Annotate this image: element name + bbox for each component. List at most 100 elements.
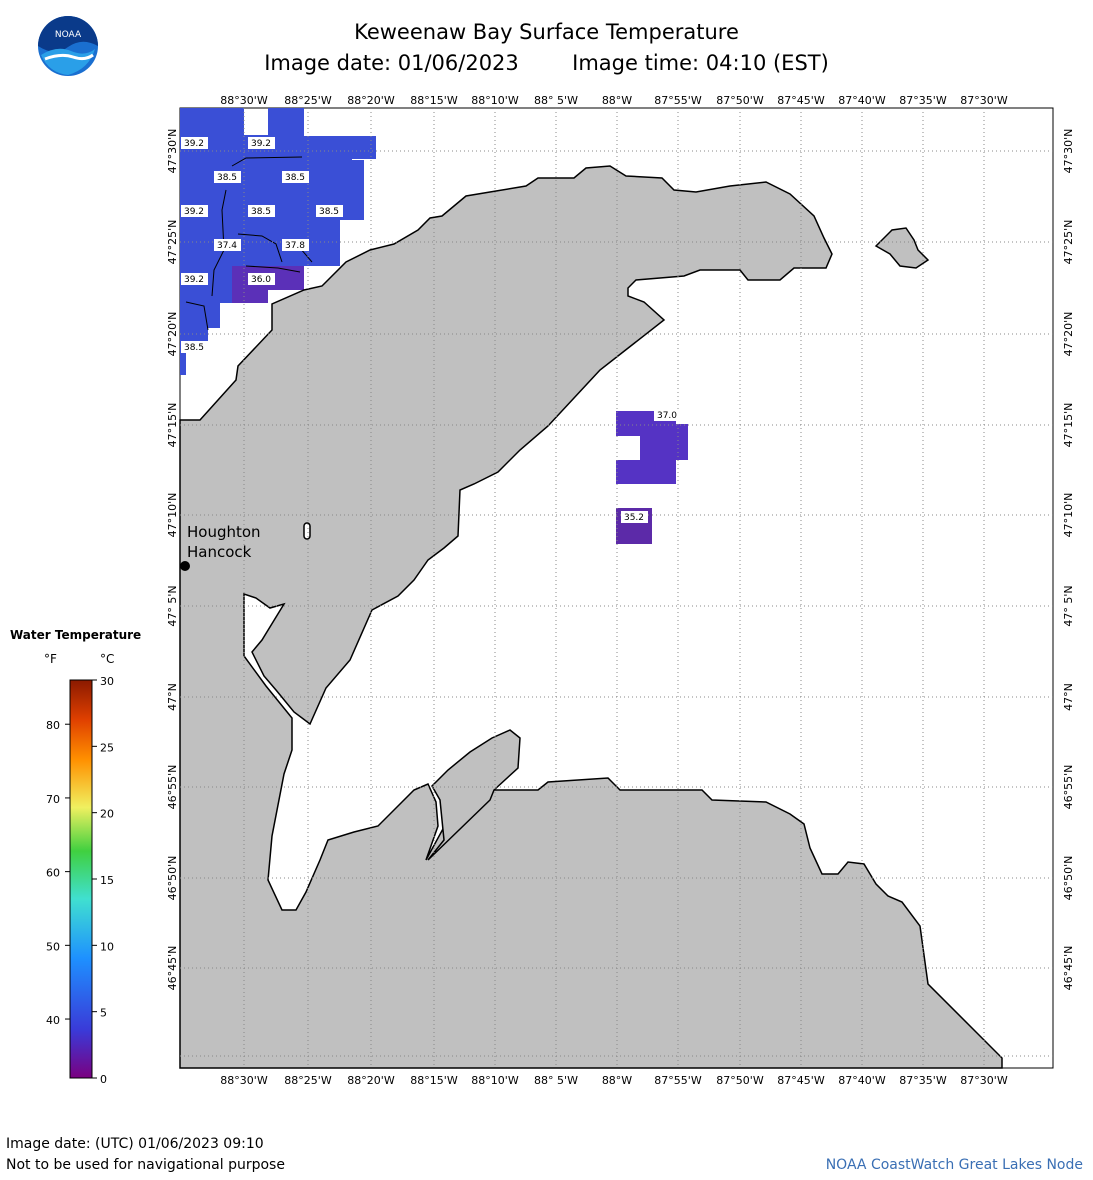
longitude-label: 88°15'W [410, 94, 458, 107]
temp-label: 39.2 [248, 137, 275, 149]
longitude-label: 87°50'W [716, 94, 764, 107]
latitude-labels-right: 47°30'N 47°25'N 47°20'N 47°15'N 47°10'N 47° 5… [1062, 129, 1075, 991]
temp-label: 37.4 [214, 239, 241, 251]
footer-credit: NOAA CoastWatch Great Lakes Node [825, 1157, 1083, 1173]
longitude-label: 87°45'W [777, 94, 825, 107]
latitude-label: 47°20'N [1062, 312, 1075, 357]
longitude-label: 88°15'W [410, 1074, 458, 1087]
longitude-label: 87°45'W [777, 1074, 825, 1087]
fahrenheit-tick-label: 70 [46, 793, 60, 806]
longitude-label: 87°35'W [899, 1074, 947, 1087]
latitude-label: 47°N [166, 683, 179, 711]
image-time: Image time: 04:10 (EST) [572, 51, 829, 75]
latitude-label: 46°45'N [1062, 946, 1075, 991]
temp-label: 37.0 [654, 409, 681, 421]
longitude-label: 87°55'W [654, 94, 702, 107]
longitude-labels-top: 88°30'W 88°25'W 88°20'W 88°15'W 88°10'W 88° 5… [220, 94, 1008, 107]
celsius-tick-label: 30 [100, 675, 114, 688]
svg-text:37.4: 37.4 [217, 241, 237, 251]
latitude-label: 47°20'N [166, 312, 179, 357]
temp-label: 38.5 [282, 171, 309, 183]
longitude-label: 88°30'W [220, 94, 268, 107]
longitude-label: 87°30'W [960, 94, 1008, 107]
svg-text:37.8: 37.8 [285, 241, 305, 251]
image-datetime: Image date: 01/06/2023 Image time: 04:10… [0, 51, 1093, 75]
longitude-label: 88° 5'W [534, 1074, 578, 1087]
celsius-tick-label: 0 [100, 1073, 107, 1086]
svg-text:38.5: 38.5 [217, 173, 237, 183]
longitude-label: 88°W [602, 94, 632, 107]
image-date: Image date: 01/06/2023 [264, 51, 519, 75]
svg-text:38.5: 38.5 [319, 207, 339, 217]
longitude-label: 88°W [602, 1074, 632, 1087]
lat-lon-grid [180, 108, 1053, 1068]
svg-text:36.0: 36.0 [251, 275, 271, 285]
longitude-label: 87°50'W [716, 1074, 764, 1087]
longitude-label: 87°30'W [960, 1074, 1008, 1087]
city-label-hancock: Hancock [187, 543, 252, 561]
svg-text:39.2: 39.2 [251, 139, 271, 149]
temp-label: 37.8 [282, 239, 309, 251]
longitude-label: 87°40'W [838, 94, 886, 107]
legend-title: Water Temperature [10, 628, 142, 642]
svg-text:37.0: 37.0 [657, 411, 677, 421]
unit-fahrenheit: °F [44, 652, 57, 666]
latitude-label: 47° 5'N [1062, 585, 1075, 626]
latitude-label: 47°10'N [1062, 493, 1075, 538]
city-marker [180, 561, 190, 571]
longitude-label: 87°40'W [838, 1074, 886, 1087]
longitude-label: 88°10'W [471, 1074, 519, 1087]
fahrenheit-tick-label: 50 [46, 940, 60, 953]
latitude-label: 46°50'N [166, 856, 179, 901]
footer-disclaimer: Not to be used for navigational purpose [6, 1157, 285, 1173]
temp-label: 35.2 [621, 511, 648, 523]
fahrenheit-tick-label: 80 [46, 719, 60, 732]
temperature-labels: 39.2 39.2 38.5 38.5 39.2 38.5 38.5 37.4 … [181, 137, 681, 523]
latitude-label: 47°10'N [166, 493, 179, 538]
unit-celsius: °C [100, 652, 115, 666]
svg-text:35.2: 35.2 [624, 513, 644, 523]
longitude-label: 87°55'W [654, 1074, 702, 1087]
temp-label: 38.5 [316, 205, 343, 217]
longitude-label: 87°35'W [899, 94, 947, 107]
longitude-label: 88°10'W [471, 94, 519, 107]
svg-text:38.5: 38.5 [285, 173, 305, 183]
temp-label: 36.0 [248, 273, 275, 285]
celsius-tick-label: 5 [100, 1007, 107, 1020]
svg-text:38.5: 38.5 [184, 343, 204, 353]
temp-label: 39.2 [181, 137, 208, 149]
latitude-label: 46°55'N [166, 765, 179, 810]
temp-label: 39.2 [181, 205, 208, 217]
latitude-label: 47° 5'N [166, 585, 179, 626]
temp-label: 39.2 [181, 273, 208, 285]
svg-text:39.2: 39.2 [184, 139, 204, 149]
longitude-label: 88°25'W [284, 1074, 332, 1087]
longitude-label: 88° 5'W [534, 94, 578, 107]
latitude-labels-left: 47°30'N 47°25'N 47°20'N 47°15'N 47°10'N 47° 5… [166, 129, 179, 991]
noaa-logo-icon: NOAA [38, 16, 98, 76]
longitude-label: 88°25'W [284, 94, 332, 107]
longitude-labels-bottom: 88°30'W 88°25'W 88°20'W 88°15'W 88°10'W 88° 5… [220, 1074, 1008, 1087]
latitude-label: 47°15'N [1062, 403, 1075, 448]
temp-label: 38.5 [181, 341, 208, 353]
svg-text:38.5: 38.5 [251, 207, 271, 217]
color-bar [69, 679, 93, 1079]
longitude-label: 88°20'W [347, 1074, 395, 1087]
latitude-label: 47°15'N [166, 403, 179, 448]
land-masses [179, 165, 1003, 1069]
city-label-houghton: Houghton [187, 523, 261, 541]
latitude-label: 47°30'N [1062, 129, 1075, 174]
celsius-tick-label: 15 [100, 874, 114, 887]
latitude-label: 47°25'N [166, 220, 179, 265]
latitude-label: 46°55'N [1062, 765, 1075, 810]
celsius-tick-label: 10 [100, 940, 114, 953]
celsius-tick-label: 20 [100, 808, 114, 821]
latitude-label: 47°25'N [1062, 220, 1075, 265]
svg-text:39.2: 39.2 [184, 207, 204, 217]
latitude-label: 46°45'N [166, 946, 179, 991]
latitude-label: 47°30'N [166, 129, 179, 174]
celsius-tick-label: 25 [100, 741, 114, 754]
latitude-label: 47°N [1062, 683, 1075, 711]
